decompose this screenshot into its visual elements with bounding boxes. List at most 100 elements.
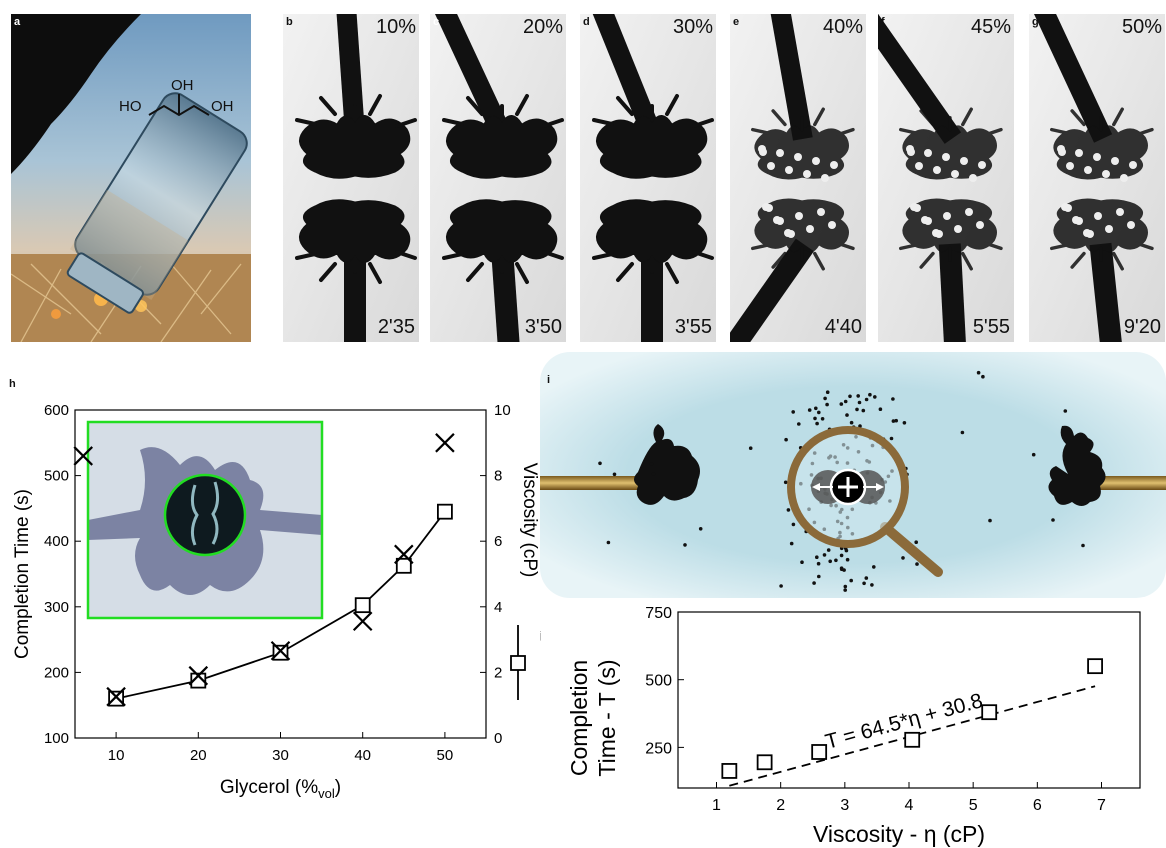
frame-g: g 50% 9'20	[1029, 14, 1165, 342]
glycerol-percent-label: 10%	[375, 16, 416, 38]
frame-micrograph	[878, 14, 1014, 342]
data-point	[981, 704, 998, 721]
inset-highlight-circle	[163, 473, 247, 557]
panel-label-b: b	[286, 16, 293, 28]
completion-time-point	[106, 686, 126, 707]
completion-time-label: 3'50	[524, 316, 562, 338]
frame-e: e 40% 4'40	[730, 14, 866, 342]
panel-label-a: a	[14, 16, 21, 28]
data-point	[721, 763, 738, 779]
panel-label-d: d	[583, 16, 590, 28]
glycerol-ho-left: HO	[119, 98, 142, 115]
x-axis-label: Viscosity - η (cP)	[813, 821, 985, 847]
vial-photo: OH HO OH	[11, 14, 251, 342]
viscosity-point	[354, 597, 371, 614]
y-tick-label: 300	[44, 599, 69, 616]
viscosity-point	[190, 672, 207, 689]
x-tick-label: 4	[905, 797, 914, 814]
completion-time-point	[270, 640, 291, 661]
panel-label-g: g	[1032, 16, 1039, 28]
viscosity-point	[108, 690, 124, 707]
frame-b: b 10% 2'35	[283, 14, 419, 342]
inset-border	[86, 420, 324, 620]
panel-j: j 1 2 3 4 5 6 7 250 500 750 Viscosity - η (cP) Comp…	[540, 600, 1166, 848]
panel-label-f: f	[881, 16, 885, 28]
viscosity-point	[272, 644, 289, 661]
y-tick-label: 100	[44, 730, 69, 747]
panel-label-e: e	[733, 16, 740, 28]
panel-label-h: h	[9, 378, 16, 390]
x-tick-label: 30	[272, 747, 289, 764]
data-point	[811, 744, 828, 760]
completion-time-label: 9'20	[1123, 316, 1161, 338]
y-axis-label-line1: Completion	[566, 660, 592, 776]
x-tick-label: 5	[969, 797, 978, 814]
glycerol-oh-right: OH	[211, 98, 234, 115]
x-tick-label: 1	[712, 797, 721, 814]
panel-h: h 10 20 30 40 50 100 200 300 400 500 600 0 2 4 6 8 10 Gly…	[0, 370, 545, 848]
x-axis-label: Glycerol (%vol)	[220, 777, 341, 801]
completion-time-point	[352, 611, 373, 632]
frame-micrograph	[730, 14, 866, 342]
y-tick-label: 500	[645, 673, 672, 690]
cation-icon	[811, 468, 885, 506]
glycerol-percent-label: 20%	[522, 16, 563, 38]
left-electrode	[540, 476, 650, 490]
y-right-tick-label: 4	[494, 599, 502, 616]
y-tick-label: 400	[44, 533, 69, 550]
x-tick-label: 10	[108, 747, 125, 764]
completion-time-label: 5'55	[972, 316, 1010, 338]
y-right-tick-label: 0	[494, 730, 502, 747]
viscosity-point	[436, 503, 453, 520]
chart-h: 10 20 30 40 50 100 200 300 400 500 600 0 2 4 6 8 10 Glyce…	[12, 402, 540, 801]
y-right-tick-label: 10	[494, 402, 511, 419]
completion-time-label: 3'55	[674, 316, 712, 338]
x-tick-label: 50	[437, 747, 454, 764]
y-tick-label: 200	[44, 664, 69, 681]
glycerol-percent-label: 50%	[1121, 16, 1162, 38]
plot-frame	[677, 611, 1141, 789]
y-tick-label: 600	[44, 402, 69, 419]
schematic-illustration	[540, 352, 1166, 598]
viscosity-point	[395, 557, 412, 574]
inset-micrograph	[86, 420, 324, 620]
panel-label-i: i	[547, 374, 551, 386]
frame-micrograph	[430, 14, 566, 342]
y-tick-label: 500	[44, 468, 69, 485]
magnifier-handle	[880, 522, 943, 577]
frame-micrograph	[283, 14, 419, 342]
x-tick-label: 20	[190, 747, 207, 764]
completion-time-point	[435, 433, 455, 453]
y-axis-label-line2: Time - T (s)	[594, 659, 620, 776]
y-right-tick-label: 8	[494, 468, 502, 485]
data-point	[1087, 658, 1103, 675]
y-tick-label: 750	[645, 605, 672, 622]
frame-micrograph	[580, 14, 716, 342]
panel-label-c: c	[433, 16, 440, 28]
y-tick-label: 250	[645, 740, 672, 757]
panel-a-photo: OH HO OH a	[11, 14, 251, 342]
y-axis-label: Completion Time (s)	[12, 489, 33, 659]
fit-line	[729, 685, 1096, 787]
glycerol-percent-label: 30%	[672, 16, 713, 38]
chart-j: 1 2 3 4 5 6 7 250 500 750 Viscosity - η (cP) Comple…	[566, 605, 1141, 847]
y-right-tick-label: 6	[494, 533, 502, 550]
frame-micrograph	[1029, 14, 1165, 342]
panel-label-j: j	[540, 630, 541, 642]
glycerol-percent-label: 45%	[970, 16, 1011, 38]
left-dendrite	[634, 424, 700, 505]
x-tick-label: 2	[776, 797, 785, 814]
legend-x-marker	[73, 446, 93, 466]
data-point	[756, 754, 773, 771]
right-axis-legend	[510, 625, 526, 700]
fit-equation: T = 64.5*η + 30.8	[823, 689, 985, 754]
y-right-axis-label: Viscosity (cP)	[519, 463, 540, 578]
frame-c: c 20% 3'50	[430, 14, 566, 342]
viscosity-line	[115, 511, 446, 700]
frame-d: d 30% 3'55	[580, 14, 716, 342]
x-tick-label: 40	[354, 747, 371, 764]
completion-time-point	[394, 544, 414, 565]
x-tick-label: 3	[840, 797, 849, 814]
glycerol-percent-label: 40%	[822, 16, 863, 38]
frame-f: f 45% 5'55	[878, 14, 1014, 342]
